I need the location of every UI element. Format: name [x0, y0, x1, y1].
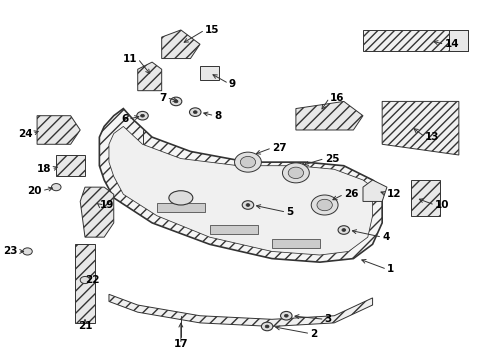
- Polygon shape: [109, 126, 372, 255]
- Circle shape: [242, 201, 253, 209]
- Circle shape: [141, 114, 144, 117]
- Text: 16: 16: [329, 93, 343, 103]
- Polygon shape: [75, 244, 94, 323]
- Text: 14: 14: [444, 39, 458, 49]
- Text: 8: 8: [214, 111, 221, 121]
- Circle shape: [137, 111, 148, 120]
- Polygon shape: [56, 155, 85, 176]
- Text: 23: 23: [3, 247, 18, 256]
- Polygon shape: [157, 203, 204, 212]
- Text: 19: 19: [99, 200, 114, 210]
- Circle shape: [280, 311, 291, 320]
- Circle shape: [80, 276, 90, 284]
- Text: 22: 22: [85, 275, 99, 285]
- Polygon shape: [362, 180, 386, 202]
- Text: 9: 9: [228, 78, 235, 89]
- Circle shape: [282, 163, 309, 183]
- Polygon shape: [382, 102, 458, 155]
- Polygon shape: [362, 30, 468, 51]
- Text: 5: 5: [285, 207, 293, 217]
- Text: 18: 18: [37, 164, 51, 174]
- Polygon shape: [99, 109, 382, 262]
- Polygon shape: [37, 116, 80, 144]
- Polygon shape: [410, 180, 439, 216]
- Circle shape: [337, 226, 349, 234]
- Circle shape: [174, 100, 178, 103]
- Circle shape: [170, 97, 182, 106]
- Circle shape: [261, 322, 272, 331]
- Circle shape: [341, 229, 345, 231]
- Circle shape: [245, 203, 249, 206]
- Circle shape: [22, 248, 32, 255]
- Text: 10: 10: [434, 200, 448, 210]
- Polygon shape: [138, 62, 162, 91]
- Polygon shape: [80, 187, 114, 237]
- Circle shape: [51, 184, 61, 191]
- Text: 7: 7: [159, 93, 166, 103]
- Text: 27: 27: [271, 143, 286, 153]
- Text: 3: 3: [324, 314, 331, 324]
- Polygon shape: [448, 30, 468, 51]
- Polygon shape: [295, 102, 362, 130]
- Text: 4: 4: [382, 232, 389, 242]
- Text: 15: 15: [204, 25, 219, 35]
- Polygon shape: [200, 66, 219, 80]
- Circle shape: [284, 314, 287, 317]
- Circle shape: [287, 167, 303, 179]
- Text: 17: 17: [173, 339, 188, 349]
- Text: 21: 21: [78, 321, 92, 332]
- Text: 26: 26: [343, 189, 358, 199]
- Polygon shape: [109, 294, 372, 327]
- Circle shape: [264, 325, 268, 328]
- Text: 13: 13: [425, 132, 439, 142]
- Text: 24: 24: [18, 129, 32, 139]
- Circle shape: [316, 199, 332, 211]
- Circle shape: [234, 152, 261, 172]
- Text: 6: 6: [121, 114, 128, 124]
- Text: 1: 1: [386, 264, 393, 274]
- Circle shape: [310, 195, 337, 215]
- Text: 11: 11: [123, 54, 138, 64]
- Polygon shape: [209, 225, 257, 234]
- Circle shape: [240, 157, 255, 168]
- Text: 25: 25: [324, 154, 339, 163]
- Text: 20: 20: [27, 186, 42, 196]
- Circle shape: [193, 111, 197, 113]
- Polygon shape: [162, 30, 200, 59]
- Text: 12: 12: [386, 189, 401, 199]
- Circle shape: [189, 108, 201, 116]
- Text: 2: 2: [309, 329, 317, 339]
- Ellipse shape: [168, 191, 192, 205]
- Polygon shape: [271, 239, 319, 248]
